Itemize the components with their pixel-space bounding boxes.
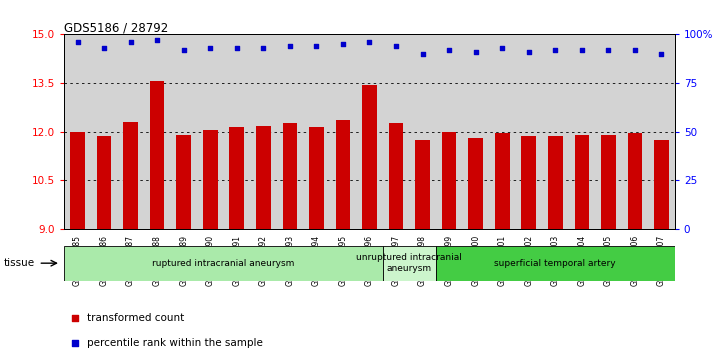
Point — [311, 43, 322, 49]
Point — [72, 39, 84, 45]
Bar — [388, 123, 403, 229]
FancyBboxPatch shape — [436, 246, 675, 281]
Point — [576, 47, 588, 53]
Text: tissue: tissue — [4, 258, 35, 268]
Point — [417, 51, 428, 57]
Point — [391, 43, 402, 49]
Bar — [203, 130, 218, 229]
Point — [523, 49, 535, 55]
Text: superficial temporal artery: superficial temporal artery — [495, 259, 616, 268]
Point — [337, 41, 348, 47]
Bar — [416, 140, 430, 229]
Point — [231, 45, 243, 51]
Bar — [309, 127, 323, 229]
Bar — [97, 136, 111, 229]
Bar — [442, 132, 456, 229]
Point — [496, 45, 508, 51]
Bar — [575, 135, 589, 229]
Bar — [548, 136, 563, 229]
Point — [363, 39, 376, 45]
Bar — [256, 126, 271, 229]
Bar — [70, 132, 85, 229]
Bar — [150, 81, 164, 229]
Bar — [176, 135, 191, 229]
Bar — [229, 127, 244, 229]
Point — [443, 47, 455, 53]
Bar — [495, 133, 510, 229]
Bar — [468, 138, 483, 229]
FancyBboxPatch shape — [383, 246, 436, 281]
Bar — [628, 133, 642, 229]
Point — [178, 47, 189, 53]
Point — [463, 212, 475, 218]
Point — [550, 47, 561, 53]
Point — [629, 47, 640, 53]
Bar — [521, 136, 536, 229]
Bar — [283, 123, 297, 229]
Point — [151, 37, 163, 43]
Bar — [336, 120, 351, 229]
Text: percentile rank within the sample: percentile rank within the sample — [87, 338, 263, 348]
Bar — [124, 122, 138, 229]
Point — [655, 51, 667, 57]
Text: unruptured intracranial
aneurysm: unruptured intracranial aneurysm — [356, 253, 462, 273]
Text: ruptured intracranial aneurysm: ruptured intracranial aneurysm — [152, 259, 295, 268]
Text: transformed count: transformed count — [87, 313, 185, 323]
Point — [470, 49, 481, 55]
FancyBboxPatch shape — [64, 246, 383, 281]
Bar — [654, 140, 669, 229]
Point — [284, 43, 296, 49]
Bar — [601, 135, 615, 229]
Point — [204, 45, 216, 51]
Bar — [362, 85, 377, 229]
Point — [258, 45, 269, 51]
Text: GDS5186 / 28792: GDS5186 / 28792 — [64, 21, 169, 34]
Point — [603, 47, 614, 53]
Point — [125, 39, 136, 45]
Point — [99, 45, 110, 51]
